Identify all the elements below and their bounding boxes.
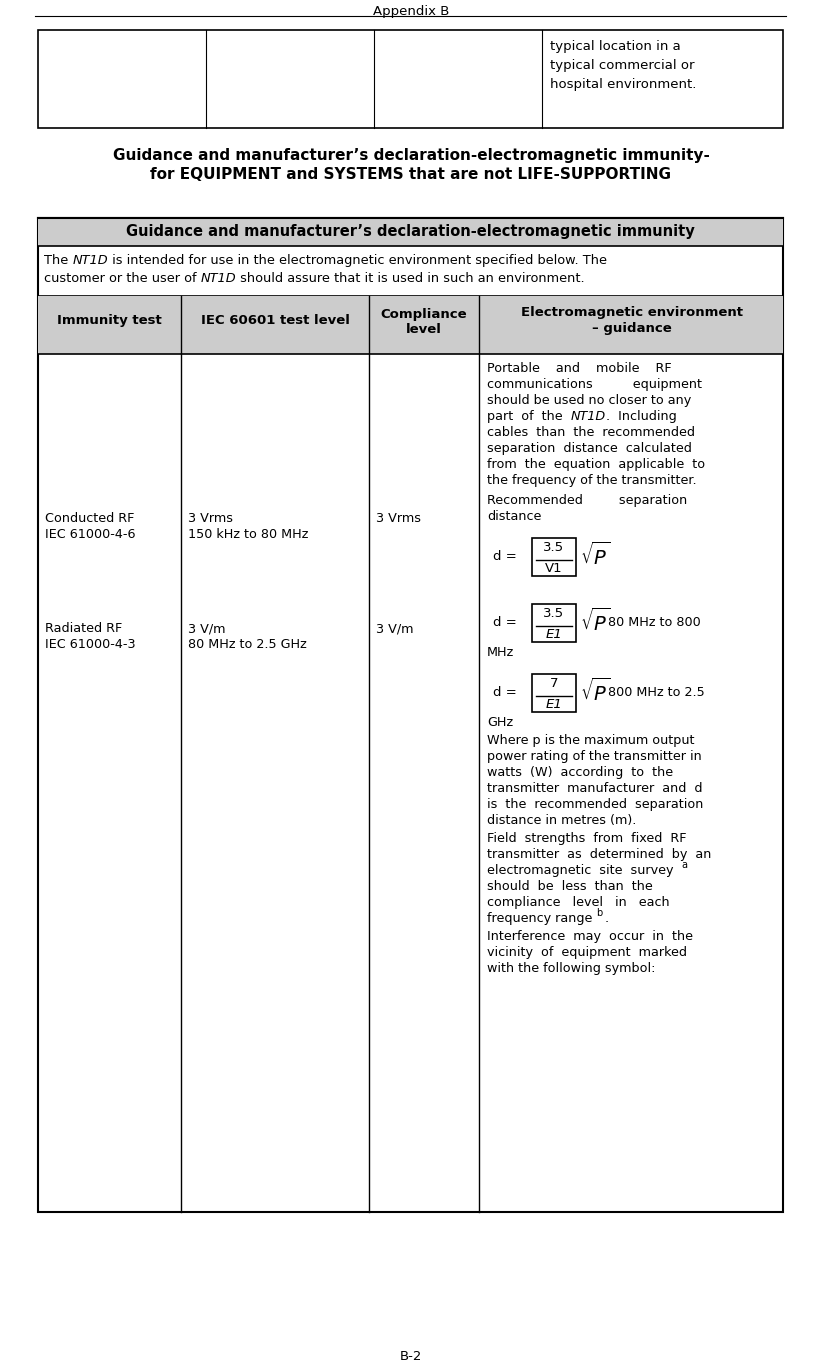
- Text: should  be  less  than  the: should be less than the: [487, 880, 653, 893]
- Text: .  Including: . Including: [606, 410, 677, 423]
- Text: Interference  may  occur  in  the: Interference may occur in the: [487, 930, 693, 943]
- Bar: [532, 538, 576, 576]
- Text: Field  strengths  from  fixed  RF: Field strengths from fixed RF: [487, 832, 686, 846]
- Text: d =: d =: [493, 550, 516, 563]
- Text: Guidance and manufacturer’s declaration-electromagnetic immunity-: Guidance and manufacturer’s declaration-…: [112, 148, 709, 163]
- Text: Guidance and manufacturer’s declaration-electromagnetic immunity: Guidance and manufacturer’s declaration-…: [126, 224, 695, 239]
- Text: d =: d =: [493, 686, 516, 699]
- Text: distance in metres (m).: distance in metres (m).: [487, 814, 636, 826]
- Text: NT1D: NT1D: [571, 410, 606, 423]
- Text: typical location in a: typical location in a: [550, 40, 681, 53]
- Text: level: level: [406, 322, 442, 336]
- Text: transmitter  manufacturer  and  d: transmitter manufacturer and d: [487, 781, 703, 795]
- Text: d =: d =: [493, 616, 516, 628]
- Text: Appendix B: Appendix B: [373, 5, 449, 18]
- Text: for EQUIPMENT and SYSTEMS that are not LIFE-SUPPORTING: for EQUIPMENT and SYSTEMS that are not L…: [150, 167, 672, 182]
- Text: B-2: B-2: [400, 1350, 422, 1363]
- Text: $\sqrt{P}$: $\sqrt{P}$: [580, 542, 610, 570]
- Text: cables  than  the  recommended: cables than the recommended: [487, 426, 695, 438]
- Text: Radiated RF: Radiated RF: [45, 622, 122, 635]
- Text: NT1D: NT1D: [72, 254, 108, 266]
- Text: frequency range: frequency range: [487, 912, 596, 925]
- Text: compliance   level   in   each: compliance level in each: [487, 896, 670, 908]
- Text: 800 MHz to 2.5: 800 MHz to 2.5: [608, 686, 704, 699]
- Text: 80 MHz to 800: 80 MHz to 800: [608, 616, 701, 628]
- Text: The: The: [44, 254, 72, 266]
- Text: .: .: [601, 912, 608, 925]
- Bar: [532, 604, 576, 642]
- Text: Electromagnetic environment: Electromagnetic environment: [521, 306, 743, 320]
- Text: IEC 60601 test level: IEC 60601 test level: [200, 314, 350, 326]
- Bar: [532, 673, 576, 712]
- Text: IEC 61000-4-3: IEC 61000-4-3: [45, 638, 135, 652]
- Text: b: b: [596, 908, 603, 918]
- Text: – guidance: – guidance: [592, 322, 672, 335]
- Text: 3.5: 3.5: [544, 607, 565, 620]
- Text: NT1D: NT1D: [201, 272, 236, 285]
- Text: GHz: GHz: [487, 716, 513, 729]
- Text: electromagnetic  site  survey: electromagnetic site survey: [487, 865, 681, 877]
- Text: Portable    and    mobile    RF: Portable and mobile RF: [487, 362, 672, 376]
- Text: Immunity test: Immunity test: [57, 314, 162, 326]
- Text: part  of  the: part of the: [487, 410, 571, 423]
- Text: is  the  recommended  separation: is the recommended separation: [487, 798, 704, 811]
- Text: power rating of the transmitter in: power rating of the transmitter in: [487, 750, 702, 764]
- Text: Compliance: Compliance: [381, 307, 467, 321]
- Text: hospital environment.: hospital environment.: [550, 78, 696, 92]
- Text: typical commercial or: typical commercial or: [550, 59, 695, 72]
- Text: 150 kHz to 80 MHz: 150 kHz to 80 MHz: [188, 529, 309, 541]
- Text: E1: E1: [546, 698, 562, 710]
- Bar: [38, 30, 783, 128]
- Bar: [38, 219, 783, 246]
- Text: E1: E1: [546, 628, 562, 641]
- Bar: [38, 296, 783, 354]
- Text: 3 V/m: 3 V/m: [376, 622, 414, 635]
- Text: vicinity  of  equipment  marked: vicinity of equipment marked: [487, 947, 687, 959]
- Text: 3 V/m: 3 V/m: [188, 622, 226, 635]
- Text: with the following symbol:: with the following symbol:: [487, 962, 655, 975]
- Text: customer or the user of: customer or the user of: [44, 272, 201, 285]
- Text: 3 Vrms: 3 Vrms: [188, 512, 233, 525]
- Text: IEC 61000-4-6: IEC 61000-4-6: [45, 529, 135, 541]
- Text: distance: distance: [487, 510, 541, 523]
- Text: the frequency of the transmitter.: the frequency of the transmitter.: [487, 474, 697, 488]
- Text: Conducted RF: Conducted RF: [45, 512, 135, 525]
- Text: Where p is the maximum output: Where p is the maximum output: [487, 734, 695, 747]
- Text: $\sqrt{P}$: $\sqrt{P}$: [580, 608, 610, 635]
- Text: MHz: MHz: [487, 646, 514, 658]
- Text: Recommended         separation: Recommended separation: [487, 494, 687, 507]
- Text: watts  (W)  according  to  the: watts (W) according to the: [487, 766, 673, 779]
- Text: should assure that it is used in such an environment.: should assure that it is used in such an…: [236, 272, 585, 285]
- Text: 3.5: 3.5: [544, 541, 565, 555]
- Bar: [38, 219, 783, 1212]
- Text: transmitter  as  determined  by  an: transmitter as determined by an: [487, 848, 711, 861]
- Text: from  the  equation  applicable  to: from the equation applicable to: [487, 458, 705, 471]
- Text: a: a: [681, 861, 687, 870]
- Text: separation  distance  calculated: separation distance calculated: [487, 443, 692, 455]
- Text: communications          equipment: communications equipment: [487, 378, 702, 391]
- Text: is intended for use in the electromagnetic environment specified below. The: is intended for use in the electromagnet…: [108, 254, 607, 266]
- Text: 80 MHz to 2.5 GHz: 80 MHz to 2.5 GHz: [188, 638, 307, 652]
- Text: $\sqrt{P}$: $\sqrt{P}$: [580, 678, 610, 705]
- Text: V1: V1: [545, 561, 563, 575]
- Text: 3 Vrms: 3 Vrms: [376, 512, 421, 525]
- Text: should be used no closer to any: should be used no closer to any: [487, 393, 691, 407]
- Text: 7: 7: [550, 678, 558, 690]
